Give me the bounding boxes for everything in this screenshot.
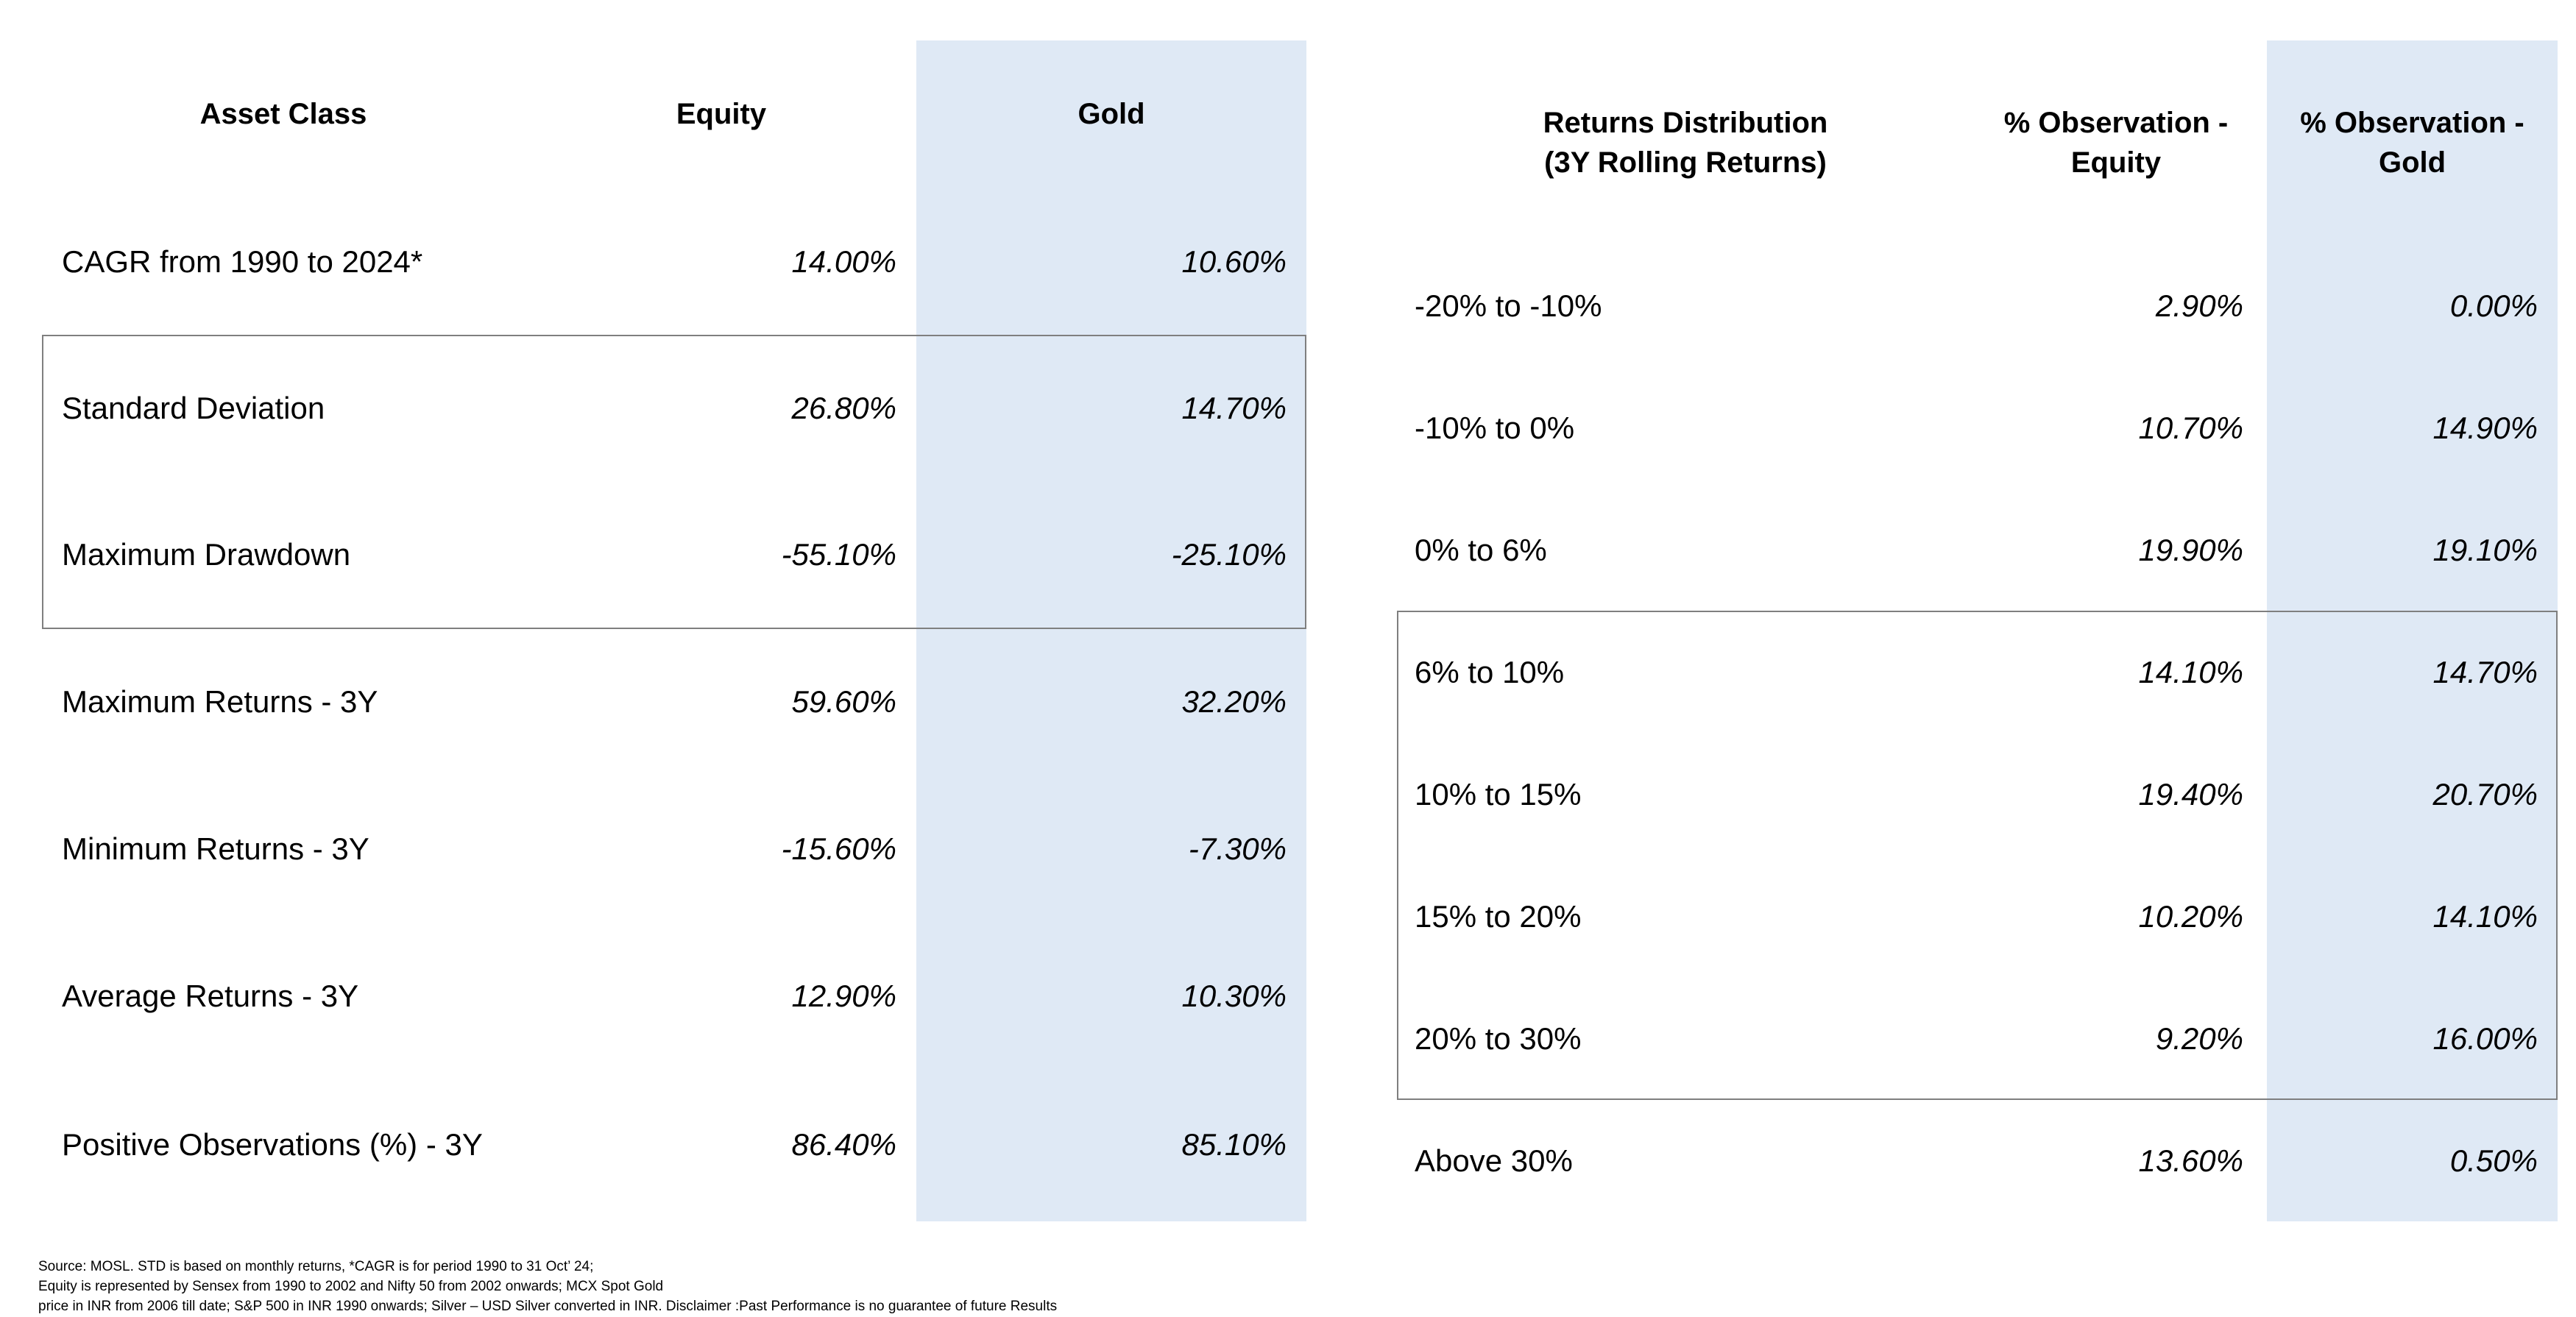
source-footnote: Source: MOSL. STD is based on monthly re… bbox=[38, 1257, 1057, 1316]
header-gold: Gold bbox=[1078, 98, 1145, 130]
header-asset-class: Asset Class bbox=[199, 98, 367, 130]
equity-value: 14.10% bbox=[2138, 655, 2243, 689]
gold-value: 10.30% bbox=[1181, 979, 1287, 1013]
gold-value: 14.10% bbox=[2432, 899, 2538, 934]
gold-value: -7.30% bbox=[1188, 831, 1287, 866]
gold-value: 14.70% bbox=[1181, 391, 1287, 425]
left-risk-highlight-box bbox=[42, 335, 1306, 629]
row-label: -20% to -10% bbox=[1415, 288, 1602, 323]
equity-value: 19.90% bbox=[2138, 533, 2243, 567]
right-distribution-highlight-box bbox=[1397, 611, 2558, 1100]
header-line: (3Y Rolling Returns) bbox=[1544, 146, 1827, 179]
row-label: Maximum Drawdown bbox=[62, 537, 351, 572]
gold-value: 16.00% bbox=[2432, 1021, 2538, 1056]
header-observation-equity: % Observation - Equity bbox=[1950, 103, 2282, 182]
gold-value: 20.70% bbox=[2432, 777, 2538, 812]
gold-value: 14.90% bbox=[2432, 411, 2538, 445]
row-label: 10% to 15% bbox=[1415, 777, 1582, 812]
header-line: % Observation - bbox=[2003, 107, 2229, 139]
row-label: 20% to 30% bbox=[1415, 1021, 1582, 1056]
row-label: -10% to 0% bbox=[1415, 411, 1575, 445]
footnote-line: Equity is represented by Sensex from 199… bbox=[38, 1279, 664, 1294]
header-equity: Equity bbox=[676, 98, 767, 130]
row-label: 15% to 20% bbox=[1415, 899, 1582, 934]
gold-value: 10.60% bbox=[1181, 244, 1287, 279]
header-observation-gold: % Observation - Gold bbox=[2274, 103, 2550, 182]
gold-value: -25.10% bbox=[1171, 537, 1287, 572]
equity-value: 19.40% bbox=[2138, 777, 2243, 812]
equity-value: 10.20% bbox=[2138, 899, 2243, 934]
equity-value: 12.90% bbox=[791, 979, 896, 1013]
gold-value: 0.00% bbox=[2449, 288, 2538, 323]
left-gold-column-shade bbox=[916, 40, 1306, 1221]
header-returns-distribution: Returns Distribution (3Y Rolling Returns… bbox=[1501, 103, 1869, 182]
row-label: Standard Deviation bbox=[62, 391, 325, 425]
row-label: Minimum Returns - 3Y bbox=[62, 831, 369, 866]
equity-value: 59.60% bbox=[791, 684, 896, 719]
row-label: 0% to 6% bbox=[1415, 533, 1547, 567]
equity-value: 14.00% bbox=[791, 244, 896, 279]
gold-value: 0.50% bbox=[2449, 1143, 2538, 1178]
gold-value: 85.10% bbox=[1181, 1127, 1287, 1162]
row-label: Average Returns - 3Y bbox=[62, 979, 359, 1013]
row-label: CAGR from 1990 to 2024* bbox=[62, 244, 423, 279]
equity-value: 86.40% bbox=[791, 1127, 896, 1162]
equity-value: -55.10% bbox=[781, 537, 896, 572]
gold-value: 32.20% bbox=[1181, 684, 1287, 719]
header-line: Returns Distribution bbox=[1543, 107, 1828, 139]
right-gold-column-shade bbox=[2267, 40, 2558, 1221]
equity-value: 10.70% bbox=[2138, 411, 2243, 445]
gold-value: 19.10% bbox=[2432, 533, 2538, 567]
header-line: Gold bbox=[2378, 146, 2446, 179]
header-line: % Observation - bbox=[2300, 107, 2524, 139]
row-label: Above 30% bbox=[1415, 1143, 1573, 1178]
equity-value: 2.90% bbox=[2155, 288, 2243, 323]
row-label: Positive Observations (%) - 3Y bbox=[62, 1127, 483, 1162]
equity-value: 26.80% bbox=[791, 391, 896, 425]
footnote-line: price in INR from 2006 till date; S&P 50… bbox=[38, 1299, 1058, 1314]
header-line: Equity bbox=[2070, 146, 2162, 179]
equity-value: 13.60% bbox=[2138, 1143, 2243, 1178]
row-label: Maximum Returns - 3Y bbox=[62, 684, 378, 719]
footnote-line: Source: MOSL. STD is based on monthly re… bbox=[38, 1259, 594, 1274]
row-label: 6% to 10% bbox=[1415, 655, 1565, 689]
equity-value: -15.60% bbox=[781, 831, 896, 866]
equity-value: 9.20% bbox=[2155, 1021, 2243, 1056]
gold-value: 14.70% bbox=[2432, 655, 2538, 689]
